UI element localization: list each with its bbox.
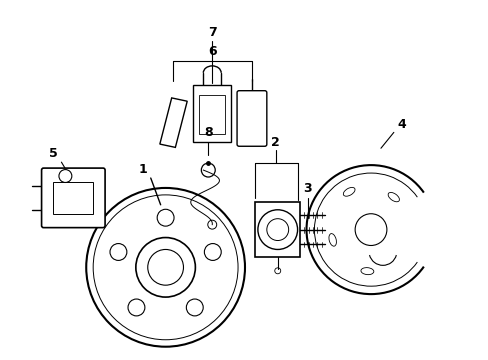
Text: 1: 1: [138, 163, 147, 176]
Text: 4: 4: [397, 118, 406, 131]
Bar: [193, 85, 231, 142]
Bar: [199, 95, 224, 134]
Bar: [53, 182, 93, 214]
FancyBboxPatch shape: [237, 91, 266, 146]
Text: 6: 6: [207, 45, 216, 58]
Polygon shape: [160, 98, 187, 147]
Text: 3: 3: [303, 183, 311, 195]
Text: 2: 2: [271, 136, 280, 149]
Text: 8: 8: [203, 126, 212, 139]
Text: 5: 5: [49, 147, 58, 160]
Bar: [255, 202, 300, 257]
FancyBboxPatch shape: [41, 168, 105, 228]
Text: 7: 7: [207, 26, 216, 39]
